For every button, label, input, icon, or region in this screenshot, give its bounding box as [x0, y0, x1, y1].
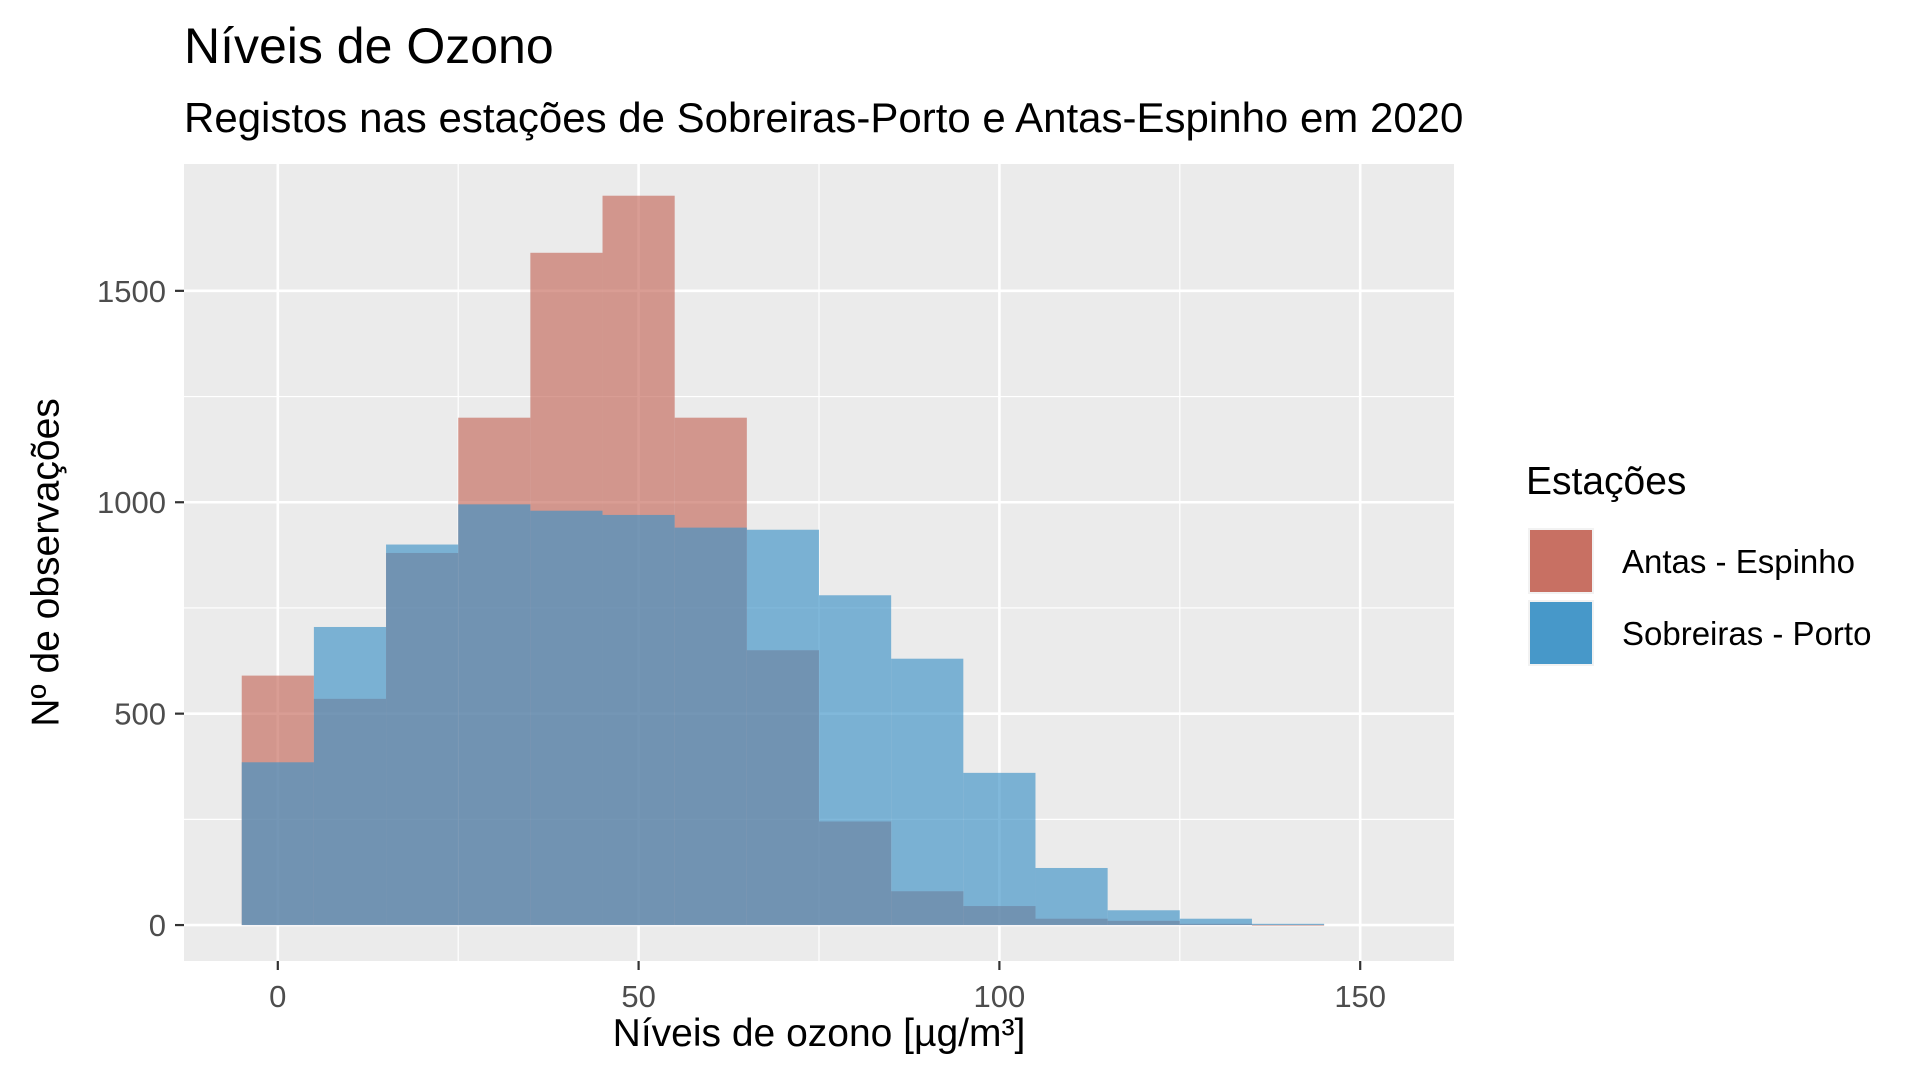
bar-sobreiras-porto — [602, 514, 675, 926]
bar-sobreiras-porto — [1035, 867, 1108, 926]
bar-sobreiras-porto — [530, 510, 603, 926]
y-axis-title: Nº de observações — [24, 398, 67, 727]
bar-sobreiras-porto — [963, 772, 1036, 926]
y-tick-label: 1500 — [97, 274, 166, 309]
axis-ticks — [175, 289, 1362, 970]
bar-sobreiras-porto — [1107, 910, 1180, 926]
bar-antas-espinho — [1251, 924, 1325, 926]
x-axis-title: Níveis de ozono [µg/m³] — [613, 1012, 1026, 1055]
bar-sobreiras-porto — [241, 762, 314, 926]
x-tick-label: 50 — [621, 979, 655, 1014]
legend-swatch — [1530, 530, 1592, 592]
bar-sobreiras-porto — [1179, 918, 1252, 926]
chart-subtitle: Registos nas estações de Sobreiras-Porto… — [184, 94, 1464, 141]
y-tick-label: 1000 — [97, 485, 166, 520]
legend-label: Sobreiras - Porto — [1622, 615, 1871, 652]
chart-title: Níveis de Ozono — [184, 18, 554, 74]
bar-sobreiras-porto — [313, 626, 387, 926]
legend-label: Antas - Espinho — [1622, 543, 1855, 580]
y-tick-label: 0 — [149, 908, 166, 943]
bar-sobreiras-porto — [674, 527, 747, 926]
x-tick-label: 0 — [269, 979, 286, 1014]
legend: Estações Antas - Espinho Sobreiras - Port… — [1526, 460, 1871, 666]
legend-swatch — [1530, 602, 1592, 664]
x-tick-label: 100 — [974, 979, 1026, 1014]
bar-sobreiras-porto — [819, 595, 892, 926]
bar-sobreiras-porto — [891, 658, 964, 926]
bar-sobreiras-porto — [1251, 923, 1325, 926]
y-tick-label: 500 — [114, 697, 166, 732]
bar-sobreiras-porto — [458, 504, 531, 926]
bar-sobreiras-porto — [746, 529, 819, 926]
bar-sobreiras-porto — [386, 544, 459, 926]
bars-layer — [241, 195, 1325, 926]
x-tick-label: 150 — [1334, 979, 1386, 1014]
legend-title: Estações — [1526, 460, 1686, 503]
